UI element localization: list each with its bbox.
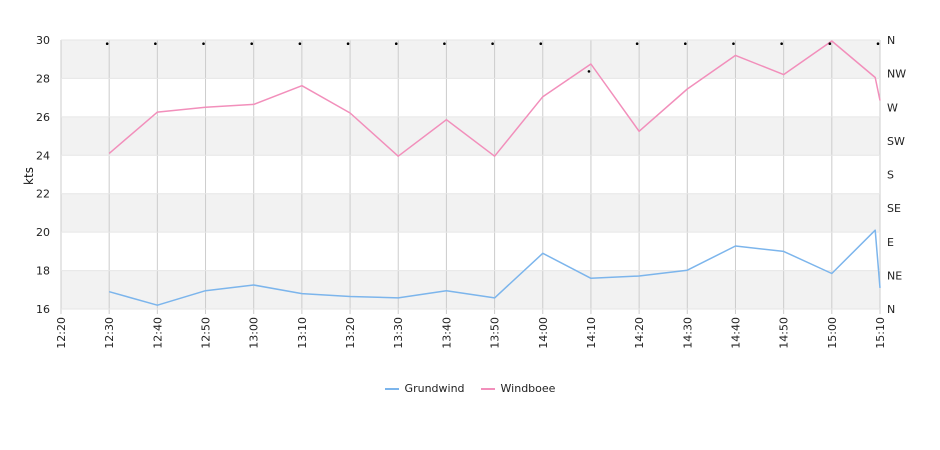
x-tick-label: 14:40 <box>729 317 742 349</box>
direction-marker <box>346 42 350 46</box>
y-tick-label: 24 <box>36 149 50 162</box>
horizontal-gridlines <box>61 39 880 310</box>
direction-marker <box>394 42 398 46</box>
direction-tick-label: E <box>887 236 894 249</box>
direction-tick-label: SE <box>887 202 901 215</box>
direction-tick-label: SW <box>887 135 905 148</box>
direction-marker <box>154 42 157 46</box>
y-tick-label: 18 <box>36 265 50 278</box>
direction-tick-label: S <box>887 169 894 182</box>
direction-marker <box>298 42 302 46</box>
direction-marker <box>250 42 254 46</box>
y-tick-label: 22 <box>36 188 50 201</box>
y-axis-title: kts <box>22 167 36 185</box>
x-tick-label: 13:10 <box>296 317 309 349</box>
direction-marker <box>876 42 880 46</box>
legend-swatch <box>480 387 495 390</box>
direction-tick-label: N <box>887 303 895 316</box>
direction-tick-label: NE <box>887 269 902 282</box>
series-lines <box>108 40 881 306</box>
direction-marker <box>732 42 735 46</box>
plot-bands <box>61 40 880 309</box>
legend-swatch <box>384 387 399 390</box>
x-tick-label: 15:00 <box>826 317 839 349</box>
direction-marker <box>105 42 109 46</box>
y-tick-label: 30 <box>36 34 50 47</box>
plot-band <box>61 116 880 156</box>
legend-item[interactable]: Windboee <box>480 382 556 395</box>
x-tick-label: 13:30 <box>392 317 405 349</box>
x-tick-label: 13:50 <box>489 317 502 349</box>
y-tick-label: 20 <box>36 226 50 239</box>
x-tick-label: 15:10 <box>874 317 887 349</box>
direction-tick-label: W <box>887 101 898 114</box>
direction-tick-label: NW <box>887 68 906 81</box>
x-tick-label: 12:40 <box>151 317 164 349</box>
legend-item[interactable]: Grundwind <box>384 382 465 395</box>
x-tick-label: 12:30 <box>103 317 116 349</box>
x-tick-label: 14:50 <box>778 317 791 349</box>
y-tick-label: 16 <box>36 303 50 316</box>
x-tick-label: 14:30 <box>681 317 694 349</box>
direction-marker <box>202 42 205 46</box>
plot-band <box>61 40 880 79</box>
direction-marker <box>683 42 687 46</box>
plot-band <box>61 270 880 309</box>
direction-marker <box>539 42 543 46</box>
plot-band <box>61 193 880 233</box>
direction-markers <box>105 42 880 73</box>
y-axis-tick-labels: 16 18 20 22 24 26 28 30 <box>36 34 50 316</box>
direction-tick-label: N <box>887 34 895 47</box>
x-tick-label: 13:40 <box>440 317 453 349</box>
series-line-grundwind <box>108 229 881 306</box>
x-tick-label: 13:20 <box>344 317 357 349</box>
x-axis-tick-labels: 12:20 12:30 12:40 12:50 13:00 13:10 13:20 13:30… <box>55 317 887 349</box>
legend: Grundwind Windboee <box>0 382 940 395</box>
x-tick-label: 14:00 <box>537 317 550 349</box>
direction-marker <box>828 42 832 46</box>
x-tick-label: 12:50 <box>200 317 213 349</box>
x-tick-label: 13:00 <box>248 317 261 349</box>
legend-label: Grundwind <box>404 382 465 395</box>
series-line-windboee <box>108 40 881 157</box>
legend-label: Windboee <box>500 382 556 395</box>
direction-marker <box>443 42 446 46</box>
x-tick-label: 14:20 <box>633 317 646 349</box>
x-tick-label: 14:10 <box>585 317 598 349</box>
direction-marker <box>587 70 591 73</box>
y-tick-label: 26 <box>36 111 50 124</box>
y-tick-label: 28 <box>36 72 50 85</box>
x-tick-label: 12:20 <box>55 317 68 349</box>
direction-marker <box>780 42 783 46</box>
direction-marker <box>635 42 639 46</box>
direction-axis-tick-labels: N NE E SE S SW W NW N <box>887 34 906 316</box>
direction-marker <box>491 42 494 46</box>
